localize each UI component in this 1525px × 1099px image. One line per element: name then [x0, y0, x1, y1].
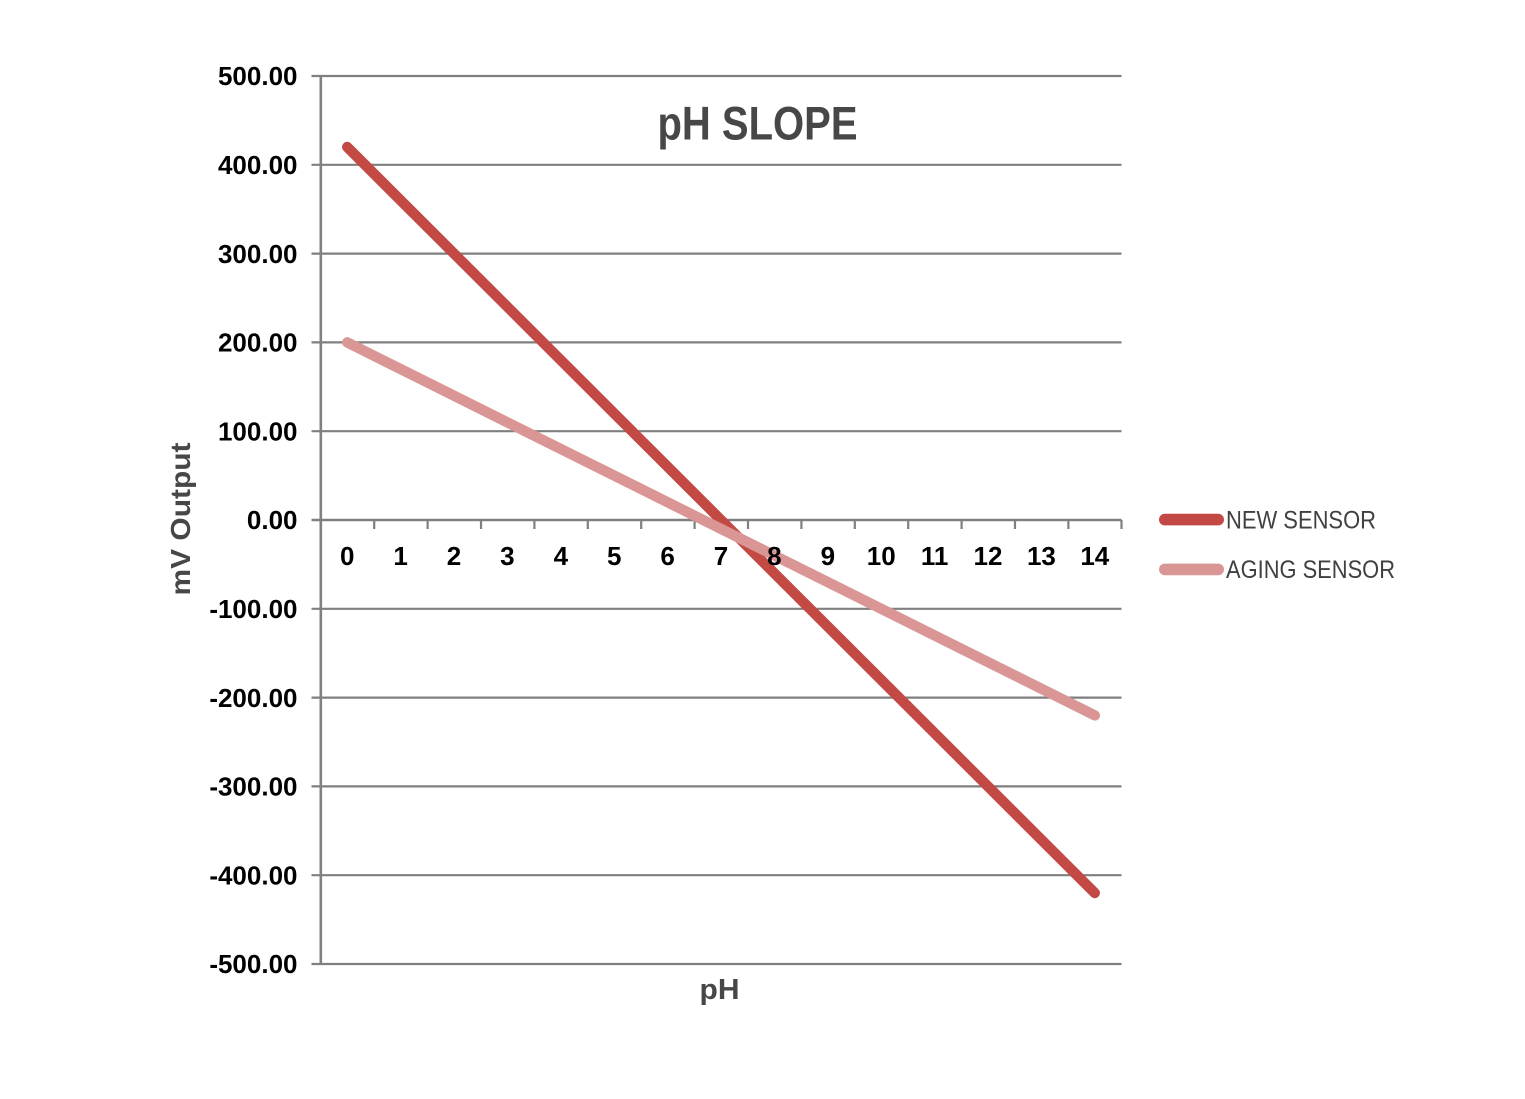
svg-text:12: 12 [974, 541, 1003, 571]
svg-text:400.00: 400.00 [218, 150, 298, 180]
svg-text:-300.00: -300.00 [209, 772, 297, 802]
svg-text:mV Output: mV Output [165, 443, 196, 596]
svg-text:-400.00: -400.00 [209, 860, 297, 890]
svg-text:0: 0 [340, 541, 354, 571]
svg-text:0.00: 0.00 [247, 505, 298, 535]
svg-text:5: 5 [607, 541, 621, 571]
svg-text:pH SLOPE: pH SLOPE [658, 97, 858, 150]
svg-text:10: 10 [867, 541, 896, 571]
svg-text:7: 7 [714, 541, 728, 571]
svg-text:500.00: 500.00 [218, 61, 298, 91]
svg-text:11: 11 [921, 541, 949, 571]
svg-text:200.00: 200.00 [218, 328, 298, 358]
svg-text:1: 1 [393, 541, 407, 571]
svg-text:4: 4 [554, 541, 569, 571]
svg-text:AGING SENSOR: AGING SENSOR [1226, 556, 1395, 584]
svg-text:6: 6 [660, 541, 674, 571]
svg-text:300.00: 300.00 [218, 239, 298, 269]
svg-text:2: 2 [447, 541, 461, 571]
svg-text:-100.00: -100.00 [209, 594, 297, 624]
svg-text:100.00: 100.00 [218, 416, 298, 446]
svg-text:14: 14 [1080, 541, 1109, 571]
svg-text:-500.00: -500.00 [209, 949, 297, 979]
svg-text:-200.00: -200.00 [209, 683, 297, 713]
svg-text:8: 8 [767, 541, 781, 571]
svg-text:pH: pH [700, 974, 740, 1006]
svg-text:NEW SENSOR: NEW SENSOR [1226, 506, 1376, 534]
svg-text:9: 9 [821, 541, 835, 571]
svg-text:3: 3 [500, 541, 514, 571]
svg-text:13: 13 [1027, 541, 1056, 571]
